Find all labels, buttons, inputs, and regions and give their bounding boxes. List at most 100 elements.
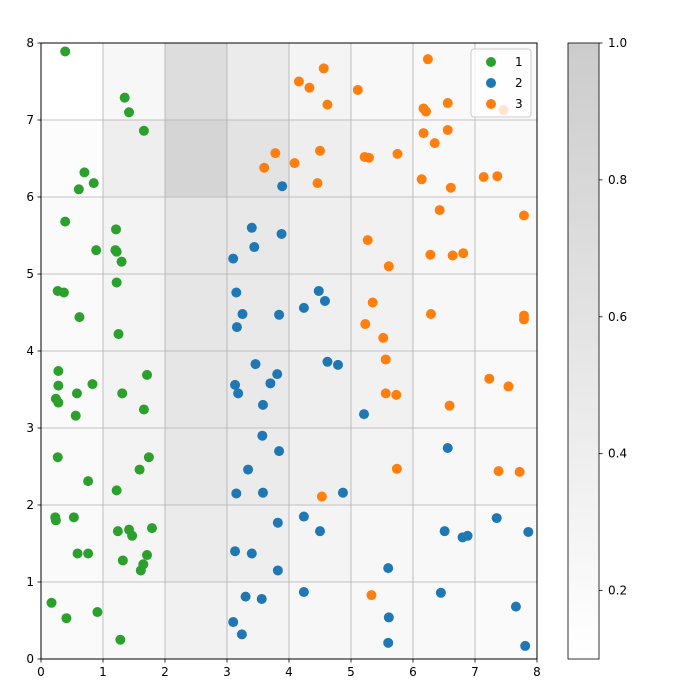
series-1-point <box>60 216 71 227</box>
series-2-point <box>257 399 268 410</box>
x-tick-label: 2 <box>161 665 169 679</box>
series-2-point <box>383 563 394 574</box>
heatmap-cell <box>475 197 537 274</box>
series-2-point <box>265 378 276 389</box>
heatmap-cell <box>103 428 165 505</box>
series-3-point <box>270 148 281 159</box>
series-1-point <box>142 550 153 561</box>
series-3-point <box>442 98 453 109</box>
series-2-point <box>272 565 283 576</box>
series-3-point <box>363 152 374 163</box>
colorbar-gradient <box>567 42 600 660</box>
x-tick-label: 5 <box>347 665 355 679</box>
x-tick-label: 1 <box>99 665 107 679</box>
series-3-point <box>392 148 403 159</box>
series-1-point <box>72 548 83 559</box>
y-tick-label: 3 <box>26 421 34 435</box>
series-3-point <box>493 466 504 477</box>
series-3-point <box>425 249 436 260</box>
legend: 1 2 3 <box>470 48 532 118</box>
series-2-point <box>246 222 257 233</box>
heatmap-cell <box>351 428 413 505</box>
heatmap-cell <box>351 505 413 582</box>
series-3-point <box>312 178 323 189</box>
series-3-point <box>418 128 429 139</box>
series-3-point <box>293 76 304 87</box>
heatmap-cell <box>165 582 227 659</box>
series-2-point <box>442 443 453 454</box>
y-axis: 0 1 2 3 4 5 6 7 8 <box>26 36 41 666</box>
series-2-point <box>439 526 450 537</box>
series-1-point <box>53 366 64 377</box>
series-1-point <box>83 476 94 487</box>
series-1-point <box>111 277 122 288</box>
colorbar-tick-label: 0.6 <box>608 310 627 324</box>
series-2-point <box>272 517 283 528</box>
series-2-point <box>240 591 251 602</box>
series-3-point <box>360 319 371 330</box>
y-tick-label: 1 <box>26 575 34 589</box>
series-1-point <box>134 464 145 475</box>
series-3-point <box>434 205 445 216</box>
x-tick-label: 8 <box>533 665 541 679</box>
series-3-point <box>366 590 377 601</box>
y-tick-label: 6 <box>26 190 34 204</box>
heatmap-cell <box>413 351 475 428</box>
series-2-point <box>383 637 394 648</box>
series-2-point <box>332 359 343 370</box>
series-2-point <box>233 388 244 399</box>
series-1-point <box>83 548 94 559</box>
x-tick-label: 7 <box>471 665 479 679</box>
series-3-point <box>315 145 325 156</box>
heatmap-cell <box>351 43 413 120</box>
series-3-point <box>492 171 503 182</box>
series-1-point <box>53 380 64 391</box>
series-2-point <box>313 285 324 296</box>
heatmap-cell <box>165 351 227 428</box>
series-2-point <box>276 228 287 239</box>
series-1-point <box>91 245 102 256</box>
series-1-point <box>143 452 154 463</box>
series-1-point <box>124 107 135 118</box>
legend-marker-1 <box>486 57 496 67</box>
series-3-point <box>422 54 433 65</box>
series-1-point <box>74 312 85 323</box>
series-2-point <box>231 322 242 333</box>
series-3-point <box>352 84 363 95</box>
heatmap-cell <box>165 43 227 120</box>
series-2-point <box>337 487 348 498</box>
series-2-point <box>523 526 534 537</box>
series-2-point <box>257 430 268 441</box>
heatmap-cell <box>41 428 103 505</box>
series-1-point <box>73 184 84 195</box>
heatmap-cell <box>165 197 227 274</box>
series-2-point <box>383 612 394 623</box>
series-3-point <box>367 297 378 308</box>
series-1-point <box>87 379 98 390</box>
series-2-point <box>322 356 333 367</box>
series-1-point <box>116 256 127 267</box>
heatmap-cell <box>41 274 103 351</box>
heatmap-cell <box>165 274 227 351</box>
series-3-point <box>444 400 455 411</box>
series-2-point <box>231 287 242 298</box>
series-1-point <box>138 404 149 415</box>
series-1-point <box>111 224 122 235</box>
heatmap-cell <box>289 582 351 659</box>
series-2-point <box>315 526 325 537</box>
x-tick-label: 6 <box>409 665 417 679</box>
heatmap-cell <box>289 505 351 582</box>
heatmap-cell <box>41 582 103 659</box>
heatmap-cell <box>351 197 413 274</box>
series-3-point <box>421 106 432 117</box>
colorbar-tick-label: 0.8 <box>608 173 627 187</box>
series-3-point <box>442 125 453 136</box>
heatmap-cell <box>165 505 227 582</box>
series-2-point <box>435 587 446 598</box>
legend-label-1: 1 <box>515 55 523 69</box>
series-2-point <box>520 640 531 651</box>
heatmap-cell <box>41 197 103 274</box>
series-1-point <box>115 634 126 645</box>
heatmap-cell <box>475 505 537 582</box>
